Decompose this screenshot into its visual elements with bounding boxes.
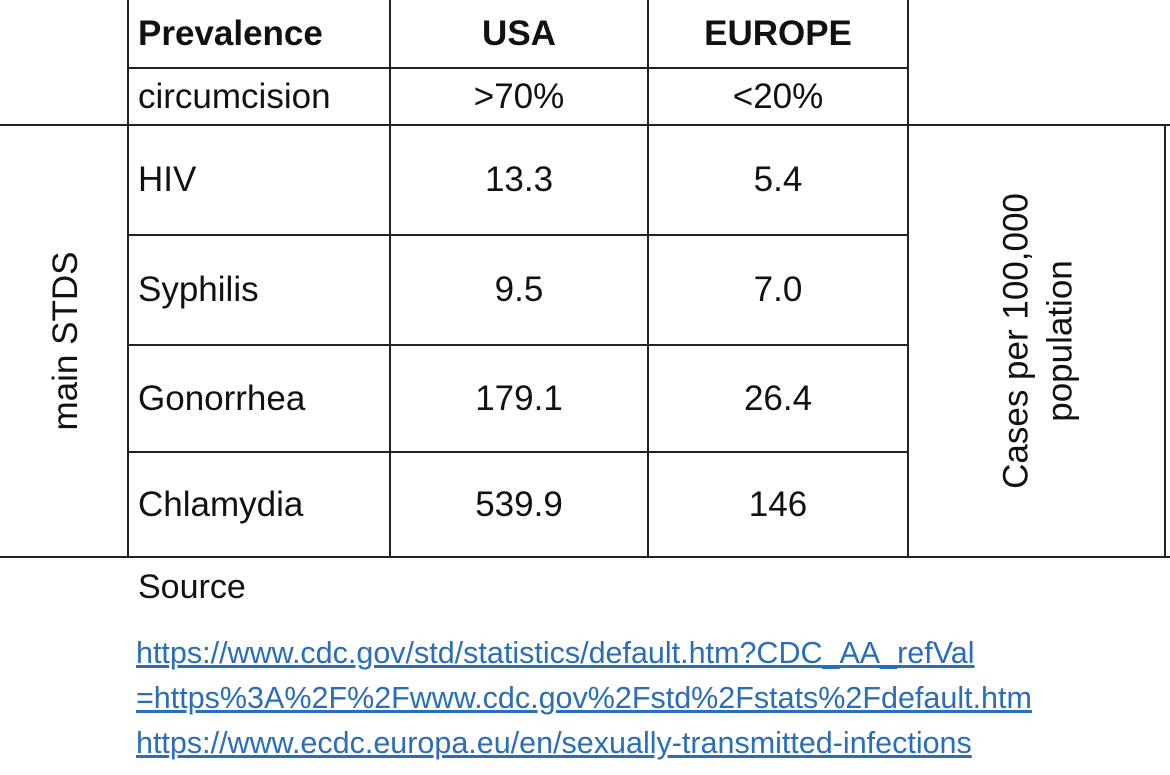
header-cell: USA — [482, 14, 556, 53]
table-border — [907, 0, 909, 558]
table-cell: 539.9 — [475, 484, 563, 524]
table-cell: 179.1 — [475, 378, 563, 418]
source-link[interactable]: =https%3A%2F%2Fwww.cdc.gov%2Fstd%2Fstats… — [136, 681, 1032, 715]
table-border — [128, 234, 908, 236]
table-border — [0, 556, 1170, 558]
subheader-cell: circumcision — [138, 76, 331, 116]
unit-label-line: Cases per 100,000 — [996, 193, 1036, 489]
group-label: main STDS — [46, 251, 86, 431]
row-label: Gonorrhea — [138, 378, 306, 418]
row-label: HIV — [138, 160, 197, 199]
subheader-cell: <20% — [732, 76, 824, 116]
table-cell: 13.3 — [484, 160, 554, 199]
table-cell: 9.5 — [494, 270, 544, 309]
table-border — [127, 0, 129, 558]
unit-label-line: population — [1040, 260, 1079, 422]
table-border — [647, 0, 649, 558]
header-cell: EUROPE — [704, 14, 852, 53]
source-label: Source — [138, 568, 246, 606]
header-cell: Prevalence — [138, 14, 323, 53]
table-cell: 7.0 — [753, 270, 803, 309]
table-border — [128, 67, 908, 69]
table-border — [389, 0, 391, 558]
subheader-cell: >70% — [473, 76, 565, 116]
table-border — [0, 124, 1170, 126]
table-cell: 5.4 — [753, 160, 803, 199]
table-border — [128, 344, 908, 346]
source-link[interactable]: https://www.ecdc.europa.eu/en/sexually-t… — [136, 726, 972, 760]
row-label: Syphilis — [138, 270, 259, 309]
row-label: Chlamydia — [138, 484, 304, 524]
source-link[interactable]: https://www.cdc.gov/std/statistics/defau… — [136, 636, 975, 670]
table-cell: 146 — [748, 484, 808, 524]
unit-label: Cases per 100,000 population — [994, 193, 1082, 489]
table-cell: 26.4 — [743, 378, 813, 418]
table-border — [1164, 125, 1166, 558]
table-border — [128, 451, 908, 453]
